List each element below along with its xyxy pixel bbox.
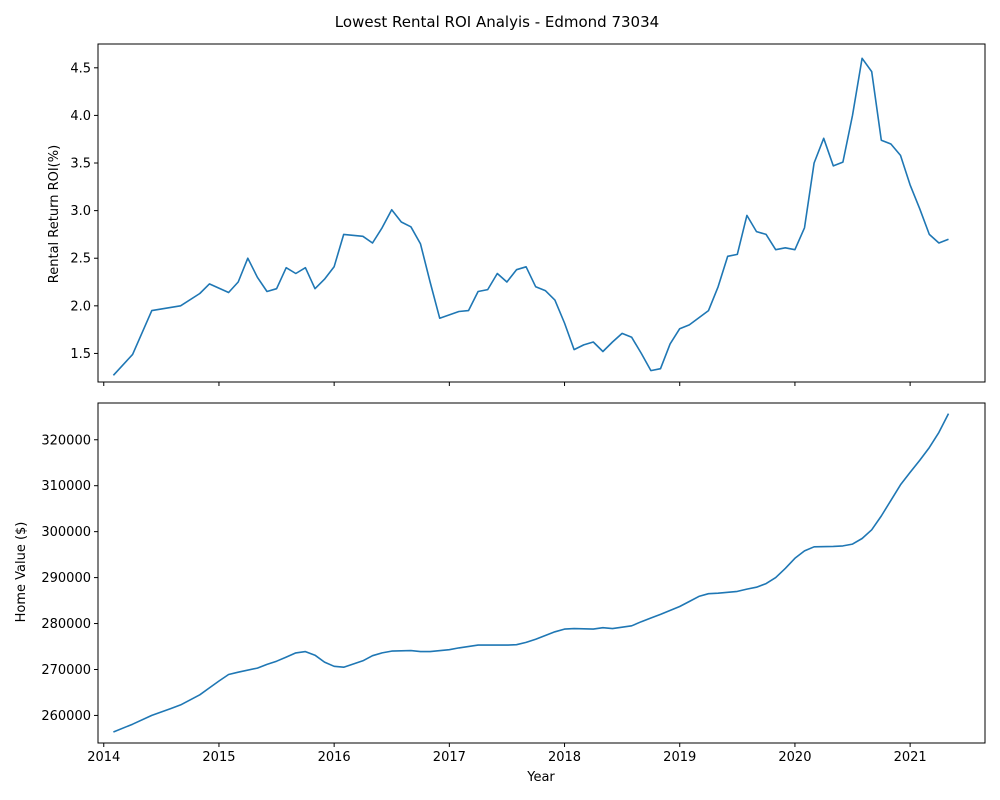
y-tick-label: 1.5 — [70, 347, 91, 362]
y-tick-label: 4.5 — [70, 61, 91, 76]
y-tick-label: 2.5 — [70, 252, 91, 267]
x-tick-label: 2017 — [433, 750, 466, 765]
y-tick-label: 280000 — [41, 617, 91, 632]
x-tick-label: 2019 — [663, 750, 696, 765]
x-tick-label: 2021 — [894, 750, 927, 765]
x-tick-label: 2014 — [87, 750, 120, 765]
y-tick-label: 320000 — [41, 433, 91, 448]
y-tick-label: 270000 — [41, 663, 91, 678]
y-tick-label: 310000 — [41, 479, 91, 494]
roi-y-axis-label: Rental Return ROI(%) — [47, 145, 62, 283]
y-tick-label: 300000 — [41, 525, 91, 540]
x-tick-label: 2015 — [202, 750, 235, 765]
series-line-0-0 — [112, 57, 949, 376]
series-line-1-0 — [113, 413, 950, 733]
y-tick-label: 290000 — [41, 571, 91, 586]
y-tick-label: 260000 — [41, 709, 91, 724]
plot-frame — [97, 43, 986, 383]
y-tick-label: 3.0 — [70, 204, 91, 219]
x-axis-label: Year — [526, 770, 555, 785]
y-tick-label: 4.0 — [70, 109, 91, 124]
plot-frame — [97, 402, 986, 744]
chart-title: Lowest Rental ROI Analyis - Edmond 73034 — [335, 13, 659, 31]
home-value-y-axis-label: Home Value ($) — [14, 522, 29, 623]
home-value-panel: 260000 270000 280000 290000 300000 310000 3200… — [41, 402, 986, 765]
y-tick-label: 3.5 — [70, 157, 91, 172]
x-tick-label: 2020 — [778, 750, 811, 765]
y-tick-label: 2.0 — [70, 299, 91, 314]
roi-panel: 1.5 2.0 2.5 3.0 3.5 4.0 4.5 — [70, 43, 986, 386]
x-tick-label: 2016 — [318, 750, 351, 765]
x-tick-label: 2018 — [548, 750, 581, 765]
